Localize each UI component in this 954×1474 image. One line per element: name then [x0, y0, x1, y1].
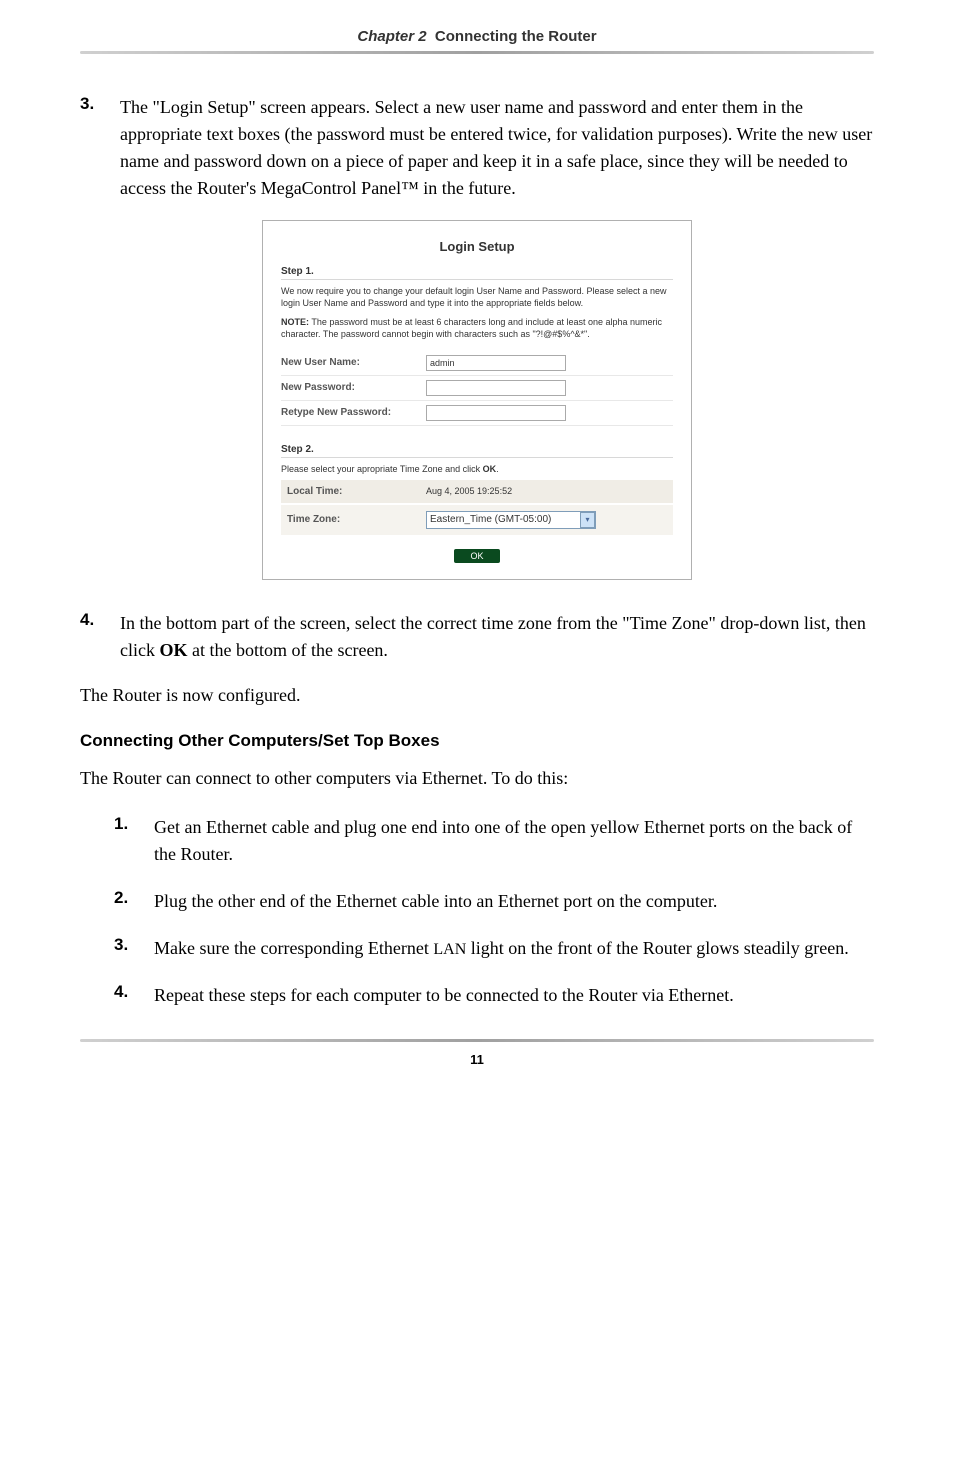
- content: 3. The "Login Setup" screen appears. Sel…: [80, 64, 874, 1009]
- list-item-4: 4. In the bottom part of the screen, sel…: [80, 610, 874, 664]
- step2-label: Step 2.: [281, 444, 673, 458]
- header-rule: [80, 51, 874, 54]
- sublist-item-4: 4. Repeat these steps for each computer …: [114, 982, 874, 1009]
- item-text: The "Login Setup" screen appears. Select…: [120, 94, 874, 202]
- sublist: 1. Get an Ethernet cable and plug one en…: [80, 814, 874, 1009]
- ok-button-row: OK: [281, 549, 673, 563]
- page-number: 11: [80, 1042, 874, 1077]
- item-text: Make sure the corresponding Ethernet LAN…: [154, 935, 874, 962]
- password-row: New Password:: [281, 376, 673, 401]
- item-text: Get an Ethernet cable and plug one end i…: [154, 814, 874, 868]
- local-time-row: Local Time: Aug 4, 2005 19:25:52: [281, 480, 673, 503]
- local-time-label: Local Time:: [281, 486, 426, 497]
- item-number: 3.: [80, 94, 120, 202]
- item-number: 1.: [114, 814, 154, 868]
- chevron-down-icon: ▾: [580, 512, 595, 528]
- page-header: Chapter 2 Connecting the Router: [80, 0, 874, 64]
- timezone-value: Eastern_Time (GMT-05:00): [430, 514, 551, 525]
- step2-description: Please select your apropriate Time Zone …: [281, 464, 673, 474]
- lan-smallcaps: LAN: [433, 941, 466, 958]
- configured-text: The Router is now configured.: [80, 682, 874, 709]
- username-value: admin: [430, 358, 455, 368]
- sublist-item-3: 3. Make sure the corresponding Ethernet …: [114, 935, 874, 962]
- sub-intro: The Router can connect to other computer…: [80, 765, 874, 792]
- chapter-label: Chapter 2: [357, 28, 426, 45]
- username-row: New User Name: admin: [281, 351, 673, 376]
- sublist-item-2: 2. Plug the other end of the Ethernet ca…: [114, 888, 874, 915]
- item-number: 4.: [80, 610, 120, 664]
- note-text: The password must be at least 6 characte…: [281, 317, 662, 339]
- item-text: In the bottom part of the screen, select…: [120, 610, 874, 664]
- retype-input[interactable]: [426, 405, 566, 421]
- sublist-item-1: 1. Get an Ethernet cable and plug one en…: [114, 814, 874, 868]
- username-label: New User Name:: [281, 357, 426, 368]
- login-setup-screenshot: Login Setup Step 1. We now require you t…: [262, 220, 692, 580]
- password-input[interactable]: [426, 380, 566, 396]
- retype-row: Retype New Password:: [281, 401, 673, 426]
- timezone-select[interactable]: Eastern_Time (GMT-05:00) ▾: [426, 511, 596, 529]
- ok-button[interactable]: OK: [454, 549, 499, 563]
- header-title: Chapter 2 Connecting the Router: [80, 28, 874, 45]
- step1-description: We now require you to change your defaul…: [281, 286, 673, 309]
- step2-section: Step 2. Please select your apropriate Ti…: [281, 444, 673, 535]
- timezone-row: Time Zone: Eastern_Time (GMT-05:00) ▾: [281, 505, 673, 535]
- item-text: Plug the other end of the Ethernet cable…: [154, 888, 874, 915]
- step1-note: NOTE: The password must be at least 6 ch…: [281, 317, 673, 340]
- step1-label: Step 1.: [281, 266, 673, 280]
- retype-label: Retype New Password:: [281, 407, 426, 418]
- local-time-value: Aug 4, 2005 19:25:52: [426, 486, 512, 496]
- item-text: Repeat these steps for each computer to …: [154, 982, 874, 1009]
- subheading: Connecting Other Computers/Set Top Boxes: [80, 731, 874, 751]
- chapter-title: Connecting the Router: [435, 28, 597, 45]
- login-setup-title: Login Setup: [281, 235, 673, 266]
- item-number: 2.: [114, 888, 154, 915]
- item-number: 4.: [114, 982, 154, 1009]
- username-input[interactable]: admin: [426, 355, 566, 371]
- timezone-label: Time Zone:: [281, 514, 426, 525]
- list-item-3: 3. The "Login Setup" screen appears. Sel…: [80, 94, 874, 202]
- password-label: New Password:: [281, 382, 426, 393]
- item-number: 3.: [114, 935, 154, 962]
- note-label: NOTE:: [281, 317, 309, 327]
